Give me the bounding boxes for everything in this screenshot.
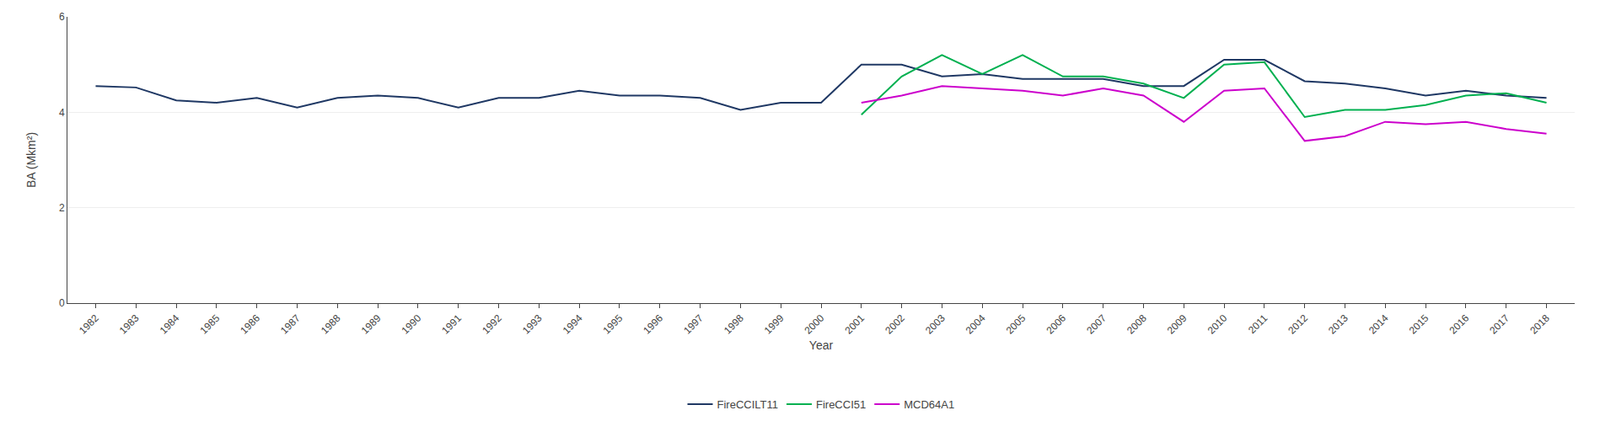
svg-text:2018: 2018 xyxy=(1527,312,1552,338)
svg-text:1989: 1989 xyxy=(359,312,384,338)
svg-text:6: 6 xyxy=(59,10,65,23)
svg-text:2004: 2004 xyxy=(963,312,988,338)
svg-text:MCD64A1: MCD64A1 xyxy=(903,398,955,412)
svg-text:2003: 2003 xyxy=(923,312,948,338)
svg-text:2006: 2006 xyxy=(1043,312,1069,338)
svg-text:1999: 1999 xyxy=(762,312,787,338)
svg-text:1995: 1995 xyxy=(601,312,626,338)
svg-text:2017: 2017 xyxy=(1487,312,1512,338)
svg-text:2008: 2008 xyxy=(1124,312,1149,338)
svg-text:FireCCILT11: FireCCILT11 xyxy=(717,398,779,412)
svg-text:1982: 1982 xyxy=(76,312,102,338)
svg-text:1991: 1991 xyxy=(439,312,464,338)
svg-text:2001: 2001 xyxy=(842,312,867,338)
svg-text:2012: 2012 xyxy=(1285,312,1311,338)
svg-text:2011: 2011 xyxy=(1245,312,1270,337)
svg-text:2013: 2013 xyxy=(1326,312,1351,338)
svg-text:1986: 1986 xyxy=(237,312,263,338)
svg-text:1987: 1987 xyxy=(278,312,303,338)
svg-text:1990: 1990 xyxy=(399,312,425,338)
svg-text:1983: 1983 xyxy=(117,312,142,338)
svg-text:2009: 2009 xyxy=(1165,312,1190,338)
svg-text:4: 4 xyxy=(59,107,65,119)
svg-text:0: 0 xyxy=(59,297,65,310)
svg-text:1984: 1984 xyxy=(157,312,183,338)
svg-text:1993: 1993 xyxy=(520,312,545,338)
svg-text:1996: 1996 xyxy=(640,312,666,338)
svg-text:1992: 1992 xyxy=(479,312,505,338)
svg-text:2002: 2002 xyxy=(882,312,908,338)
svg-text:1998: 1998 xyxy=(721,312,747,338)
svg-text:1988: 1988 xyxy=(318,312,344,338)
svg-text:2: 2 xyxy=(59,202,65,215)
svg-text:1997: 1997 xyxy=(681,312,706,338)
svg-text:BA (Mkm²): BA (Mkm²) xyxy=(24,132,38,188)
svg-text:2014: 2014 xyxy=(1366,312,1391,338)
svg-text:FireCCI51: FireCCI51 xyxy=(816,398,866,412)
svg-text:1994: 1994 xyxy=(560,312,586,338)
svg-text:2005: 2005 xyxy=(1004,312,1029,338)
svg-text:1985: 1985 xyxy=(197,312,222,338)
svg-text:Year: Year xyxy=(809,338,834,353)
svg-text:2016: 2016 xyxy=(1447,312,1472,338)
svg-text:2015: 2015 xyxy=(1406,312,1432,338)
svg-text:2000: 2000 xyxy=(802,312,827,338)
svg-text:2010: 2010 xyxy=(1205,312,1230,338)
svg-text:2007: 2007 xyxy=(1084,312,1109,338)
